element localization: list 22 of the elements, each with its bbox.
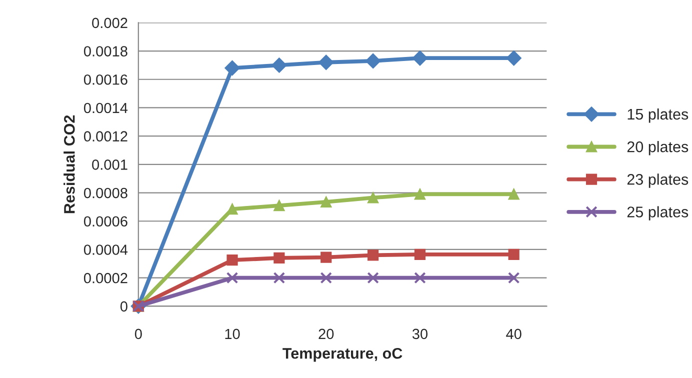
x-tick-label: 30 — [412, 328, 428, 340]
legend-label: 25 plates — [627, 206, 688, 220]
y-tick-label: 0.0008 — [84, 188, 128, 198]
x-tick-label: 10 — [225, 328, 240, 340]
y-tick-label: 0.0012 — [84, 131, 128, 142]
x-axis-title: Temperature, oC — [282, 348, 402, 362]
y-tick-label: 0.0014 — [84, 102, 128, 114]
y-tick-label: 0.0004 — [84, 244, 128, 255]
y-axis-title: Residual CO2 — [64, 115, 75, 214]
y-tick-label: 0 — [120, 301, 128, 312]
y-tick-label: 0.001 — [92, 160, 128, 170]
x-tick-label: 40 — [506, 328, 522, 340]
legend-label: 15 plates — [628, 108, 688, 123]
y-tick-label: 0.0018 — [84, 46, 128, 56]
legend-label: 20 plates — [627, 141, 688, 156]
y-tick-label: 0.002 — [92, 18, 128, 28]
y-tick-label: 0.0006 — [84, 216, 128, 227]
x-tick-label: 0 — [134, 328, 142, 340]
legend-label: 23 plates — [627, 174, 688, 188]
y-tick-label: 0.0016 — [84, 74, 128, 85]
y-tick-label: 0.0002 — [84, 272, 128, 284]
x-tick-label: 20 — [318, 328, 334, 340]
